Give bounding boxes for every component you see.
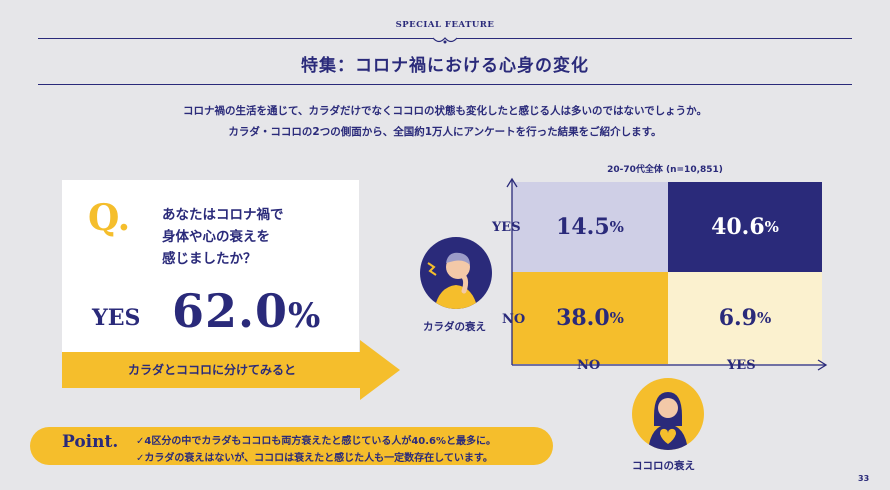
question-line: あなたはコロナ禍で [162,207,284,223]
header-rule-top-left [38,38,433,39]
question-card [62,180,359,355]
chart-axes [506,177,828,371]
cell-unit: % [609,218,624,236]
point-box [30,427,553,465]
ornament-icon [432,37,458,44]
kokoro-caption: ココロの衰え [632,460,695,472]
cell-yes-no: 14.5% [512,182,668,272]
cell-number: 38.0 [556,305,610,331]
cell-number: 40.6 [711,214,765,240]
x-tick-no: NO [577,358,601,373]
cell-number: 6.9 [718,305,757,331]
page-number: 33 [858,474,870,483]
point-line: ✓カラダの衰えはないが、ココロは衰えたと感じた人も一定数存在しています。 [136,453,493,464]
header-rule-bottom [38,84,852,85]
answer-label: YES [92,305,141,331]
cell-unit: % [609,309,624,327]
cell-no-yes: 6.9% [668,272,822,364]
point-title: Point. [62,432,119,452]
answer-unit: % [288,296,322,336]
question-line: 身体や心の衰えを [162,229,270,245]
intro-line-1: コロナ禍の生活を通じて、カラダだけでなくココロの状態も変化したと感じる人は多いの… [183,105,707,117]
question-line: 感じましたか？ [162,251,257,267]
answer-value: 62.0% [172,284,321,338]
cell-no-no: 38.0% [512,272,668,364]
intro-line-2: カラダ・ココロの2つの側面から、全国約1万人にアンケートを行った結果をご紹介しま… [228,126,662,138]
banner-arrow [62,340,400,400]
section-kicker: SPECIAL FEATURE [395,20,495,30]
banner-text: カラダとココロに分けてみると [127,363,296,377]
cell-unit: % [757,309,772,327]
y-tick-no: NO [502,312,526,327]
x-tick-yes: YES [727,358,756,373]
question-mark: Q. [88,197,131,239]
cell-unit: % [764,218,779,236]
karada-avatar-icon [420,237,492,309]
y-tick-yes: YES [492,220,521,235]
kokoro-avatar-icon [632,378,704,450]
answer-number: 62.0 [172,284,289,338]
cell-yes-yes: 40.6% [668,182,822,272]
page-title: 特集：コロナ禍における心身の変化 [301,56,589,76]
question-text: あなたはコロナ禍で 身体や心の衰えを 感じましたか？ [162,204,342,270]
karada-caption: カラダの衰え [423,321,486,333]
point-line: ✓4区分の中でカラダもココロも両方衰えたと感じている人が40.6%と最多に。 [136,436,497,447]
cell-number: 14.5 [556,214,610,240]
header-rule-top-right [457,38,852,39]
chart-subtitle: 20-70代全体 (n=10,851) [607,165,723,175]
